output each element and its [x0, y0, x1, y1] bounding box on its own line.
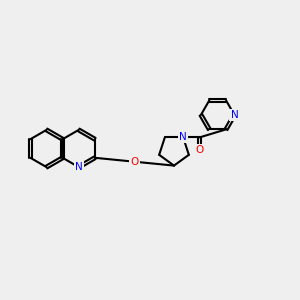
Text: O: O — [196, 145, 204, 155]
Text: N: N — [75, 162, 83, 172]
Text: O: O — [130, 157, 139, 167]
Text: N: N — [179, 132, 187, 142]
Text: N: N — [230, 110, 238, 120]
